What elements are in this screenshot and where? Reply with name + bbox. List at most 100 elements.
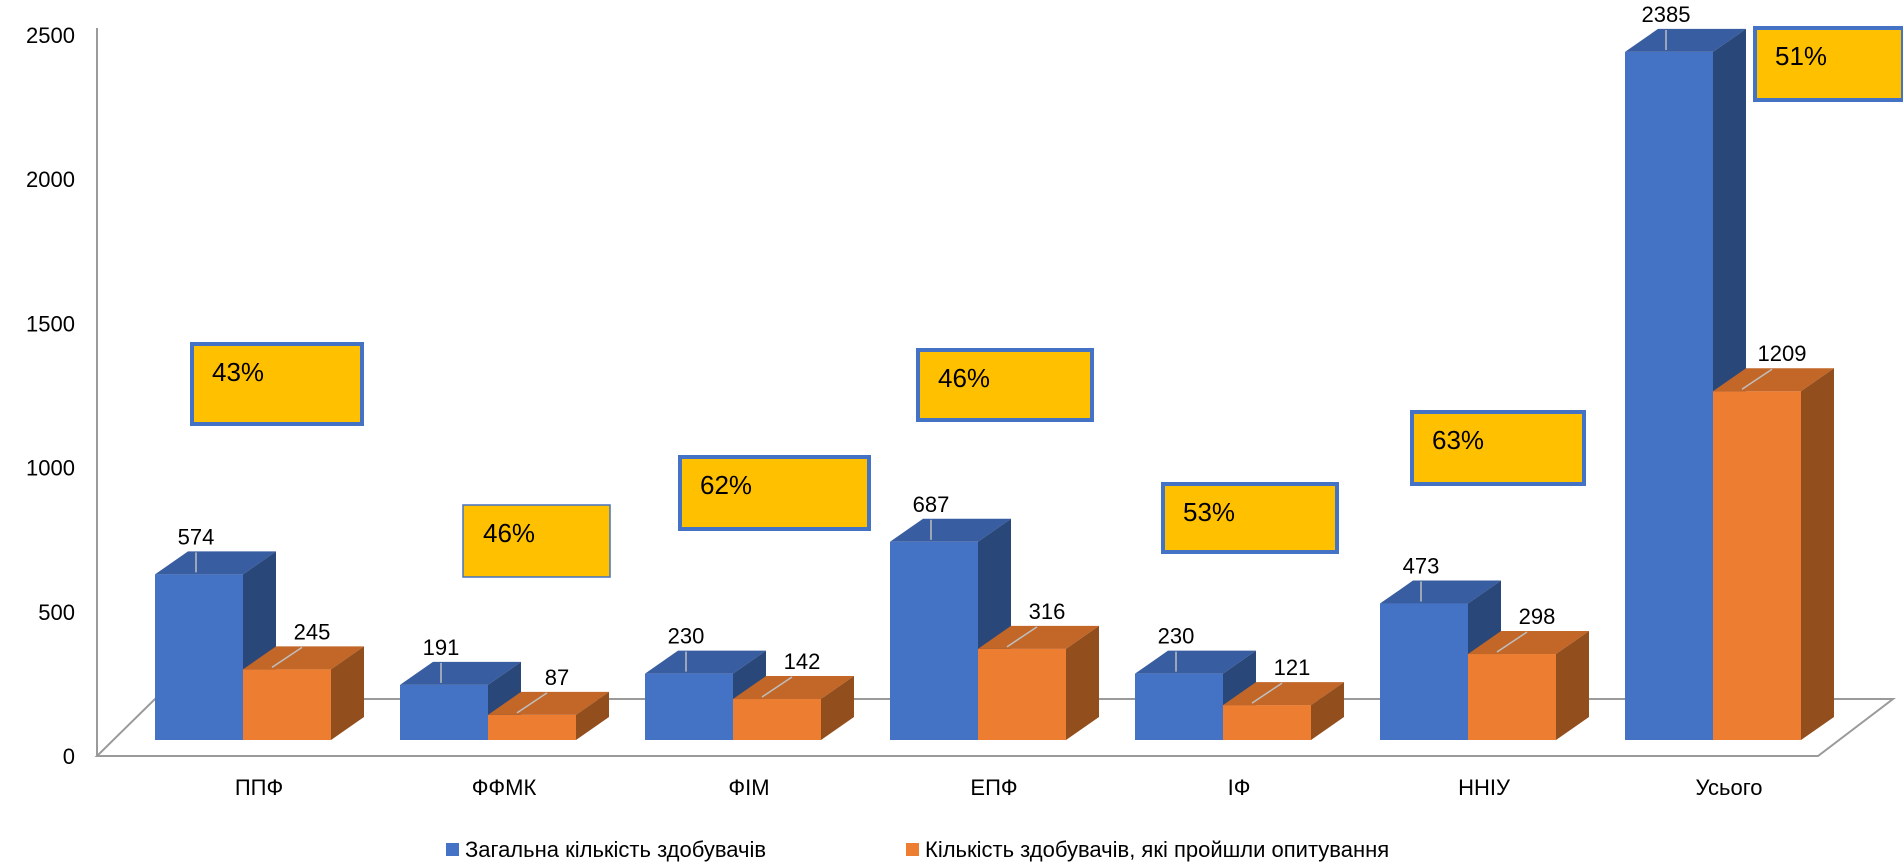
percent-callout: 43% xyxy=(190,342,364,426)
bar-s0-2-top xyxy=(645,650,766,674)
percent-callout: 53% xyxy=(1161,482,1339,554)
percent-callout-text: 62% xyxy=(700,470,752,500)
bar-s0-0-front xyxy=(155,574,243,740)
category-label: ЕПФ xyxy=(970,775,1017,800)
y-tick-label: 0 xyxy=(63,744,75,769)
bar-s1-1-side xyxy=(576,691,609,740)
percent-callout-box xyxy=(1161,482,1339,554)
bar-s1-5-top xyxy=(1468,631,1589,655)
category-label: ННІУ xyxy=(1458,775,1511,800)
category-label: ППФ xyxy=(235,775,283,800)
leader-line xyxy=(1741,368,1773,390)
data-label-s0: 230 xyxy=(668,624,705,649)
bar-s1-0-top xyxy=(243,646,364,670)
percent-callouts: 43% 46% 62% 46% 53% 63% 51% xyxy=(190,26,1903,578)
bar-s0-6-top xyxy=(1625,28,1746,52)
bar-s1-0 xyxy=(243,646,364,740)
legend: Загальна кількість здобувачів Кількість з… xyxy=(446,837,1389,862)
data-label-s1: 245 xyxy=(294,619,331,644)
bar-s0-3-top xyxy=(890,518,1011,542)
bar-s1-6-front xyxy=(1713,391,1801,740)
data-label-s1: 316 xyxy=(1029,599,1066,624)
bar-s0-2-front xyxy=(645,673,733,740)
leader-line xyxy=(516,692,548,714)
percent-callout: 51% xyxy=(1753,26,1903,102)
leader-line xyxy=(1496,631,1528,653)
data-label-s0: 191 xyxy=(423,635,460,660)
legend-swatch xyxy=(446,843,459,856)
percent-callout: 62% xyxy=(678,455,871,531)
percent-callout: 46% xyxy=(462,504,611,578)
bar-s1-5-side xyxy=(1556,631,1589,740)
bar-s1-1 xyxy=(488,691,609,740)
category-label: ІФ xyxy=(1228,775,1251,800)
percent-callout: 46% xyxy=(916,348,1094,422)
bar-s1-4 xyxy=(1223,682,1344,740)
bar-s1-2-front xyxy=(733,699,821,740)
percent-callout: 63% xyxy=(1410,410,1586,486)
bars xyxy=(155,28,1834,741)
data-label-s1: 87 xyxy=(545,665,569,690)
bar-s0-0-top xyxy=(155,551,276,575)
percent-callout-box xyxy=(916,348,1094,422)
percent-callout-box xyxy=(678,455,871,531)
percent-callout-text: 43% xyxy=(212,357,264,387)
percent-callout-text: 63% xyxy=(1432,425,1484,455)
bar-s1-6-side xyxy=(1801,368,1834,740)
legend-entry: Кількість здобувачів, які пройшли опитув… xyxy=(925,837,1389,862)
data-label-s0: 230 xyxy=(1158,624,1195,649)
data-label-s1: 1209 xyxy=(1758,341,1807,366)
percent-callout-box xyxy=(1753,26,1903,102)
bar-s1-6 xyxy=(1713,368,1834,740)
y-tick-label: 1000 xyxy=(26,456,75,481)
leader-line xyxy=(1006,626,1038,648)
bar-s0-3-front xyxy=(890,541,978,740)
bar-s0-1-front xyxy=(400,684,488,740)
percent-callout-box xyxy=(462,504,611,578)
bar-s0-6-front xyxy=(1625,51,1713,741)
bar-s1-5-front xyxy=(1468,654,1556,740)
legend-swatch xyxy=(906,843,919,856)
bar-s1-3-side xyxy=(1066,625,1099,740)
data-label-s1: 142 xyxy=(784,649,821,674)
bar-s1-2 xyxy=(733,676,854,740)
data-label-s0: 2385 xyxy=(1642,2,1691,27)
leader-line xyxy=(761,676,793,698)
category-label: ФІМ xyxy=(728,775,769,800)
bar-s1-3-front xyxy=(978,648,1066,740)
bar-s1-5 xyxy=(1468,631,1589,740)
percent-callout-box xyxy=(1410,410,1586,486)
bar-s1-0-side xyxy=(331,646,364,740)
bar-s1-3 xyxy=(978,625,1099,740)
data-label-s0: 687 xyxy=(913,492,950,517)
percent-callout-text: 53% xyxy=(1183,497,1235,527)
percent-callout-text: 46% xyxy=(483,518,535,548)
bar-s1-2-top xyxy=(733,676,854,700)
data-label-s1: 298 xyxy=(1519,604,1556,629)
percent-callout-text: 46% xyxy=(938,363,990,393)
category-label: Усього xyxy=(1696,775,1763,800)
y-tick-labels: 0 500 1000 1500 2000 2500 xyxy=(26,23,75,769)
data-labels: 574 245 191 87 230 142 687 316 230 121 473 298 2385 1… xyxy=(178,2,1807,714)
category-label: ФФМК xyxy=(472,775,537,800)
bar-s1-4-side xyxy=(1311,682,1344,740)
bar-s0-0 xyxy=(155,551,276,740)
bar-s1-2-side xyxy=(821,676,854,740)
leader-line xyxy=(1251,682,1283,704)
bar-s0-5-front xyxy=(1380,603,1468,740)
bar-s0-5-top xyxy=(1380,580,1501,604)
axes xyxy=(94,28,1896,757)
bar-s1-4-front xyxy=(1223,705,1311,740)
bar-s1-6-top xyxy=(1713,368,1834,392)
bar-s0-1-top xyxy=(400,661,521,685)
bar-s1-3-top xyxy=(978,625,1099,649)
percent-callout-box xyxy=(190,342,364,426)
data-label-s1: 121 xyxy=(1274,655,1311,680)
bar-s1-0-front xyxy=(243,669,331,740)
data-label-s0: 473 xyxy=(1403,554,1440,579)
y-tick-label: 2500 xyxy=(26,23,75,48)
bar-s1-1-front xyxy=(488,714,576,740)
y-tick-label: 1500 xyxy=(26,311,75,336)
percent-callout-text: 51% xyxy=(1775,41,1827,71)
